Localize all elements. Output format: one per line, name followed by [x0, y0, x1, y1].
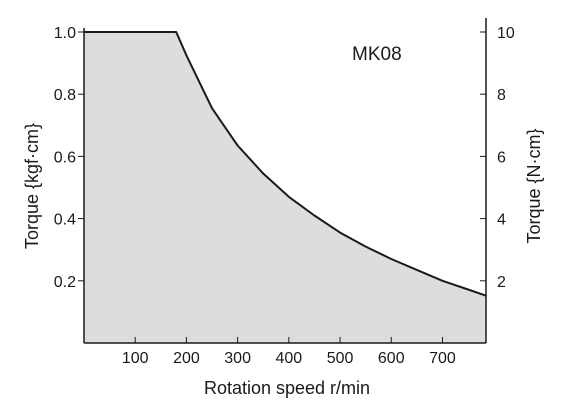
x-tick-label: 400	[275, 350, 302, 367]
chart-title: MK08	[352, 44, 402, 65]
y-left-tick-label: 1.0	[54, 25, 76, 42]
torque-curve	[84, 31, 487, 297]
x-tick-label: 300	[224, 350, 251, 367]
x-tick-label: 100	[122, 350, 149, 367]
x-tick-label: 700	[429, 350, 456, 367]
plot-area	[84, 31, 487, 343]
y-right-tick-label: 10	[497, 25, 515, 42]
y-axis-title-right: Torque {N·cm}	[524, 128, 544, 243]
axes: 100 200 300 400 500 600 700 0.2 0.4 0.6 0.8 1.0 2 4 6 8…	[54, 18, 515, 367]
y-right-tick-label: 2	[497, 274, 506, 291]
x-tick-label: 200	[173, 350, 200, 367]
y-left-tick-label: 0.4	[54, 212, 76, 229]
y-left-tick-label: 0.2	[54, 274, 76, 291]
y-left-tick-label: 0.8	[54, 87, 76, 104]
y-right-tick-label: 8	[497, 87, 506, 104]
y-right-tick-label: 4	[497, 212, 506, 229]
y-left-tick-label: 0.6	[54, 149, 76, 166]
y-axis-title-left: Torque {kgf·cm}	[22, 123, 42, 249]
torque-area-fill	[84, 32, 486, 343]
x-tick-label: 500	[327, 350, 354, 367]
y-right-tick-label: 6	[497, 149, 506, 166]
x-tick-label: 600	[378, 350, 405, 367]
x-axis-title: Rotation speed r/min	[204, 378, 370, 398]
